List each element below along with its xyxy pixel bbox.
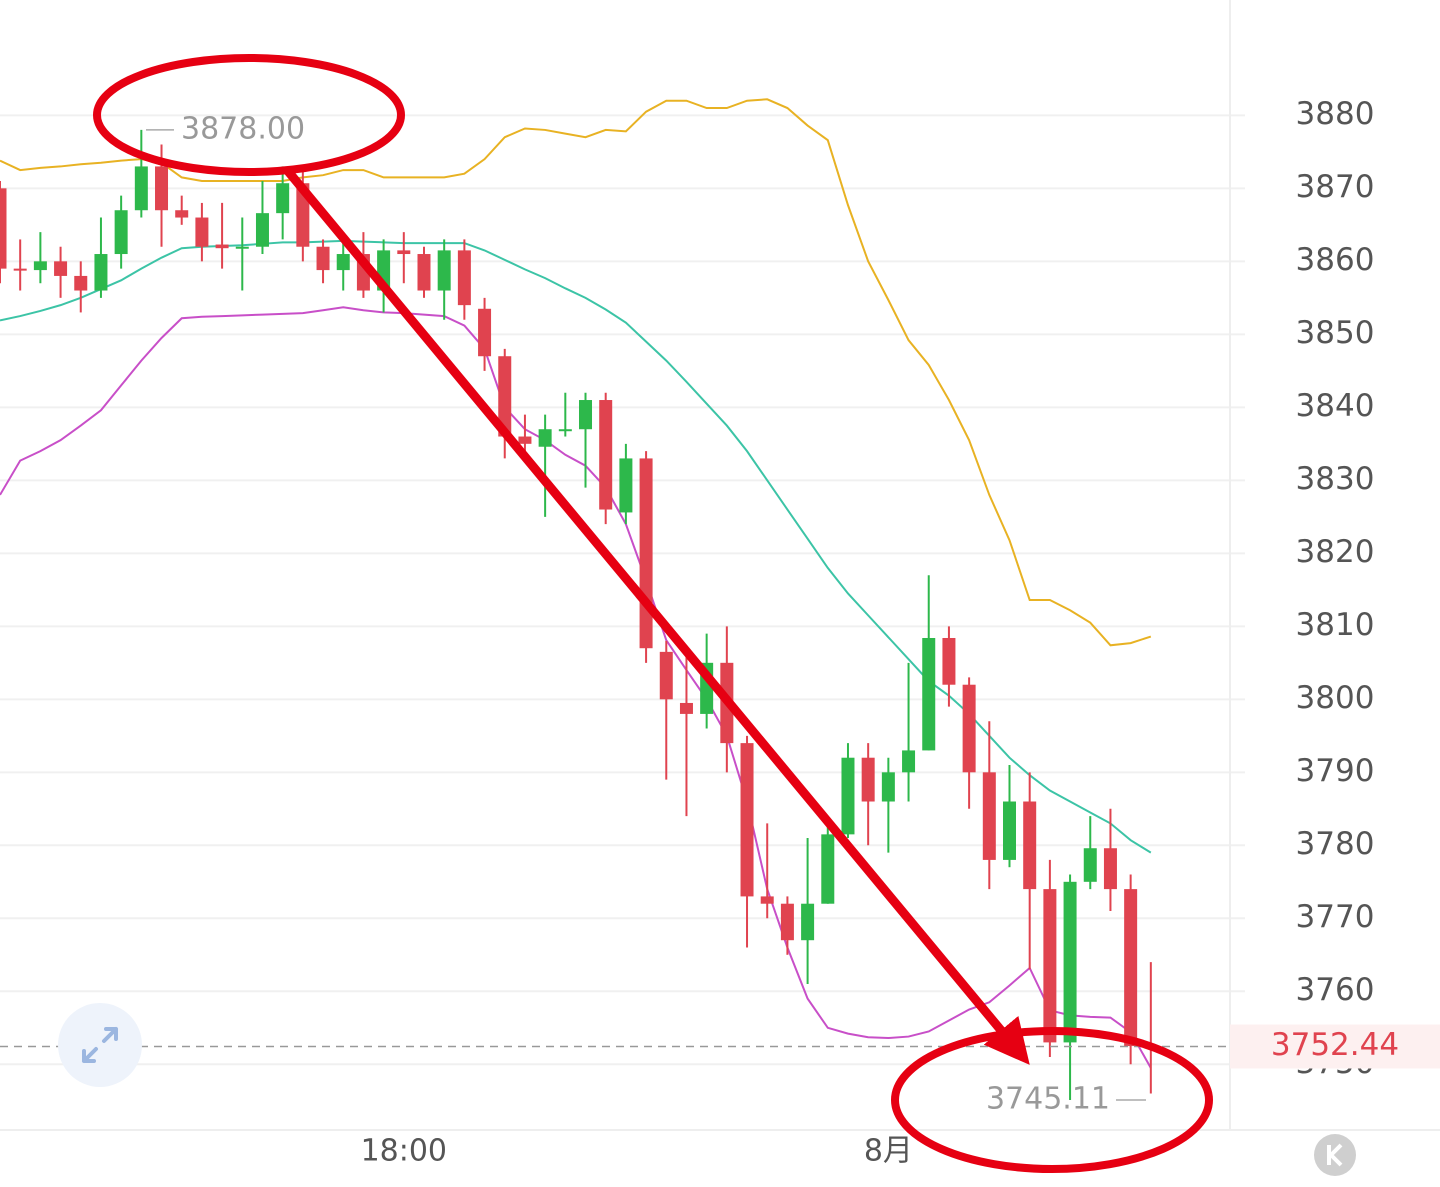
x-axis: 18:00 8月 (361, 1134, 913, 1169)
candle-body (114, 210, 128, 255)
candle-body (336, 254, 350, 271)
last-price-label: 3752.44 (1271, 1027, 1399, 1063)
candle-body (74, 275, 88, 291)
candle-body (94, 254, 108, 291)
candle-body (1003, 801, 1016, 860)
candle-body (821, 834, 835, 904)
candle-body (437, 250, 451, 291)
high-marker-label: 3878.00 (181, 111, 305, 146)
y-tick-label: 3880 (1296, 96, 1375, 132)
grid (0, 114, 1245, 1066)
candle-body (1103, 848, 1117, 890)
candle-body (982, 772, 996, 860)
candle-body (1124, 889, 1138, 1047)
candle-body (33, 261, 47, 271)
trend-arrow (283, 167, 1030, 1065)
k-icon (1327, 1143, 1343, 1167)
candle-body (538, 429, 552, 447)
band-line (0, 239, 1152, 854)
candle-body (579, 400, 593, 430)
candle-body (195, 217, 209, 247)
y-tick-label: 3830 (1296, 461, 1375, 497)
candle-body (922, 637, 936, 751)
y-tick-label: 3870 (1296, 169, 1375, 205)
candle-body (1043, 889, 1057, 1043)
candle-body (841, 757, 855, 835)
candle-body (780, 903, 794, 941)
red-annotation (93, 54, 1213, 1173)
y-tick-label: 3820 (1296, 534, 1375, 570)
candle-body (316, 246, 330, 271)
candle-body (1023, 801, 1037, 890)
candle-body (881, 772, 895, 802)
candle-body (276, 183, 290, 214)
candle-body (1063, 881, 1077, 1043)
band-line (0, 306, 1152, 1069)
band-line (0, 98, 1152, 647)
y-tick-label: 3760 (1296, 972, 1375, 1008)
candle-body (1083, 848, 1097, 882)
low-marker-label: 3745.11 (986, 1081, 1110, 1116)
candle-body (13, 268, 27, 271)
candle-body (235, 246, 249, 249)
y-tick-label: 3810 (1296, 607, 1375, 643)
y-tick-label: 3850 (1296, 315, 1375, 351)
candle-body (558, 429, 572, 432)
candle-body (498, 356, 512, 437)
highlight-ellipse (891, 1027, 1213, 1173)
y-tick-label: 3770 (1296, 899, 1375, 935)
y-axis: 3880 3870 3860 3850 3840 3830 3820 3810 3800 3790… (1296, 96, 1375, 1081)
x-tick-label: 18:00 (361, 1134, 447, 1169)
last-price-box (1230, 1024, 1440, 1069)
candle-body (518, 436, 532, 444)
y-tick-label: 3780 (1296, 826, 1375, 862)
plot-area (0, 98, 1158, 1100)
candle-body (861, 757, 875, 802)
candle-body (659, 651, 673, 700)
y-tick-label: 3860 (1296, 242, 1375, 278)
candle-body (942, 637, 956, 685)
candle-body (417, 254, 431, 291)
candle-body (54, 261, 68, 276)
y-tick-label: 3800 (1296, 680, 1375, 716)
expand-icon (82, 1027, 118, 1063)
y-tick-label: 3790 (1296, 753, 1375, 789)
candle-body (760, 896, 774, 904)
candle-body (155, 166, 169, 211)
candle-body (962, 684, 976, 773)
candle-body (679, 702, 693, 714)
candle-body (478, 308, 492, 357)
candle-body (255, 213, 269, 247)
candle-body (740, 743, 754, 897)
candle-body (134, 166, 148, 211)
candle-body (599, 400, 613, 510)
candle-body (801, 903, 815, 941)
candle-body (457, 250, 471, 306)
expand-button[interactable] (58, 1003, 142, 1087)
candle-body (619, 458, 633, 513)
candle-body (639, 458, 653, 649)
x-tick-label: 8月 (864, 1134, 913, 1169)
candle-body (397, 250, 411, 255)
k-button[interactable] (1314, 1134, 1356, 1176)
highlight-ellipse (93, 54, 405, 176)
candle-body (902, 750, 916, 773)
y-tick-label: 3840 (1296, 388, 1375, 424)
candle-body (0, 188, 7, 269)
candle-body (175, 210, 189, 218)
candle-body (215, 244, 229, 249)
